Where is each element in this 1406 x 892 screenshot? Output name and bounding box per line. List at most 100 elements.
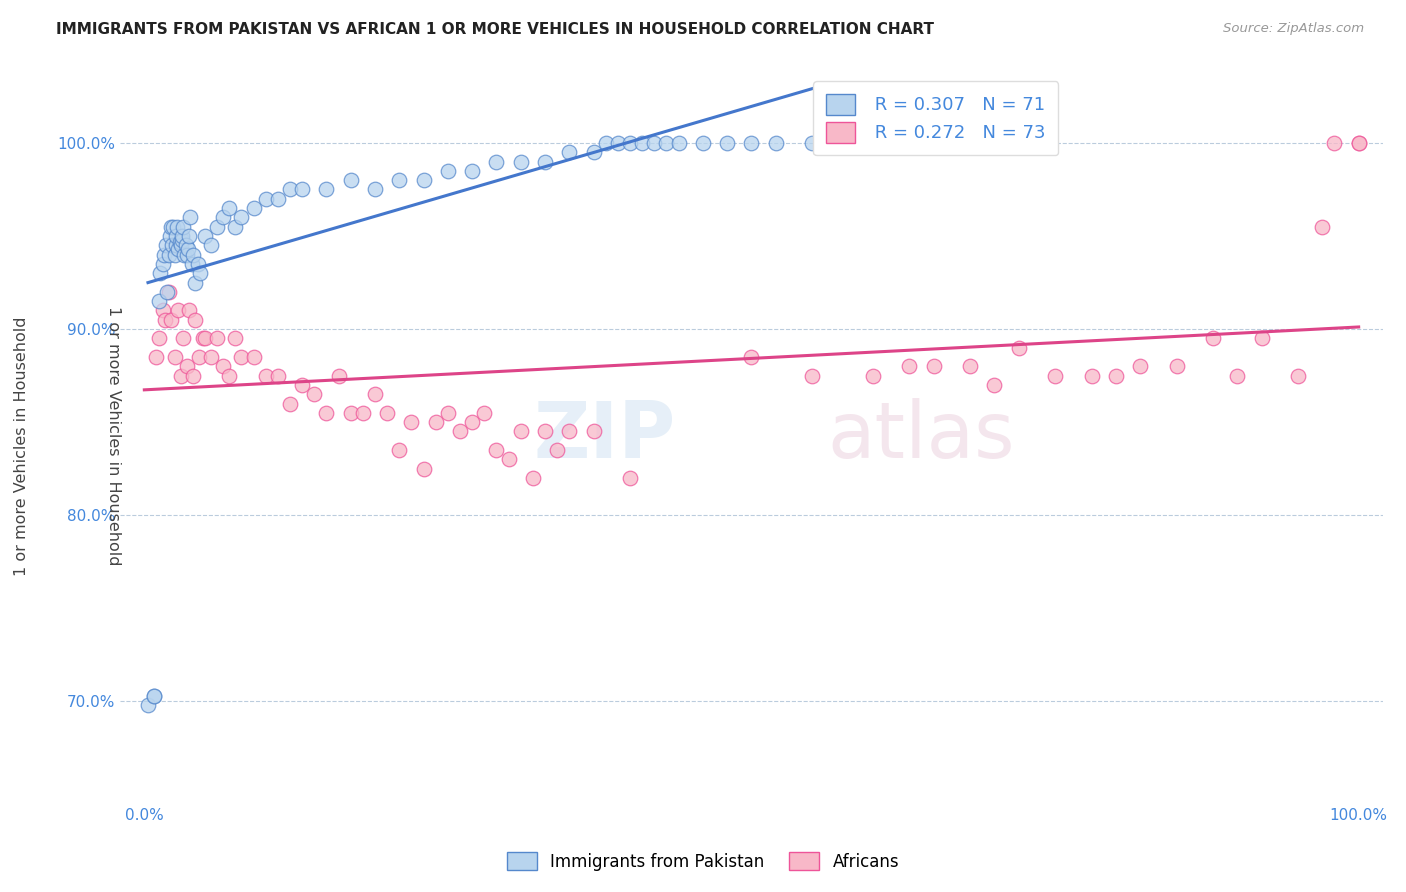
Point xyxy=(328,368,350,383)
Legend: Immigrants from Pakistan, Africans: Immigrants from Pakistan, Africans xyxy=(498,844,908,880)
Point xyxy=(558,145,581,160)
Point xyxy=(364,182,387,196)
Point xyxy=(181,247,204,261)
Point xyxy=(160,312,183,326)
Point xyxy=(922,359,945,374)
Point xyxy=(187,257,209,271)
Point xyxy=(174,238,197,252)
Point xyxy=(1043,368,1066,383)
Point xyxy=(224,219,246,234)
Text: ZIP: ZIP xyxy=(533,398,676,474)
Point xyxy=(162,238,184,252)
Point xyxy=(172,219,194,234)
Text: atlas: atlas xyxy=(827,398,1015,474)
Point xyxy=(224,331,246,345)
Point xyxy=(339,406,361,420)
Point xyxy=(165,238,187,252)
Point xyxy=(170,233,193,247)
Point xyxy=(169,235,191,249)
Point xyxy=(242,201,264,215)
Point xyxy=(1129,359,1152,374)
Point xyxy=(375,406,398,420)
Point xyxy=(188,350,211,364)
Point xyxy=(449,425,471,439)
Point xyxy=(200,238,222,252)
Point xyxy=(534,425,557,439)
Point xyxy=(498,452,520,467)
Point xyxy=(606,136,628,150)
Point xyxy=(153,312,176,326)
Point xyxy=(231,350,253,364)
Point xyxy=(177,242,200,256)
Point xyxy=(1323,136,1346,150)
Point xyxy=(1105,368,1128,383)
Text: 1 or more Vehicles in Household: 1 or more Vehicles in Household xyxy=(14,317,28,575)
Legend:  R = 0.307   N = 71,  R = 0.272   N = 73: R = 0.307 N = 71, R = 0.272 N = 73 xyxy=(813,81,1059,155)
Point xyxy=(558,425,581,439)
Point xyxy=(862,368,884,383)
Point xyxy=(194,229,217,244)
Y-axis label: 1 or more Vehicles in Household: 1 or more Vehicles in Household xyxy=(105,306,121,566)
Point xyxy=(165,229,187,244)
Point xyxy=(461,164,484,178)
Point xyxy=(898,359,921,374)
Point xyxy=(145,350,167,364)
Point xyxy=(267,368,290,383)
Text: IMMIGRANTS FROM PAKISTAN VS AFRICAN 1 OR MORE VEHICLES IN HOUSEHOLD CORRELATION : IMMIGRANTS FROM PAKISTAN VS AFRICAN 1 OR… xyxy=(56,22,934,37)
Point xyxy=(143,689,166,703)
Point xyxy=(534,154,557,169)
Point xyxy=(461,415,484,429)
Point xyxy=(159,229,181,244)
Point xyxy=(522,471,544,485)
Point xyxy=(181,368,204,383)
Point xyxy=(205,219,228,234)
Point xyxy=(716,136,738,150)
Point xyxy=(315,182,337,196)
Point xyxy=(315,406,337,420)
Point xyxy=(152,247,174,261)
Point xyxy=(152,303,174,318)
Point xyxy=(765,136,787,150)
Point xyxy=(692,136,714,150)
Point xyxy=(184,312,207,326)
Point xyxy=(163,350,186,364)
Point xyxy=(740,350,762,364)
Point xyxy=(304,387,326,401)
Point xyxy=(148,294,170,309)
Point xyxy=(136,698,159,712)
Point xyxy=(619,471,641,485)
Point xyxy=(194,331,217,345)
Point xyxy=(388,173,411,187)
Point xyxy=(412,173,434,187)
Point xyxy=(425,415,447,429)
Point xyxy=(180,257,202,271)
Point xyxy=(143,689,166,703)
Point xyxy=(218,368,240,383)
Point xyxy=(212,211,235,225)
Point xyxy=(218,201,240,215)
Point xyxy=(267,192,290,206)
Point xyxy=(167,303,190,318)
Point xyxy=(364,387,387,401)
Point xyxy=(291,377,314,392)
Point xyxy=(546,443,568,458)
Point xyxy=(167,242,190,256)
Point xyxy=(191,331,214,345)
Point xyxy=(1286,368,1309,383)
Text: Source: ZipAtlas.com: Source: ZipAtlas.com xyxy=(1223,22,1364,36)
Point xyxy=(278,396,301,410)
Point xyxy=(231,211,253,225)
Point xyxy=(1008,341,1031,355)
Point xyxy=(619,136,641,150)
Point xyxy=(655,136,678,150)
Point xyxy=(148,331,170,345)
Point xyxy=(163,247,186,261)
Point xyxy=(184,276,207,290)
Point xyxy=(157,285,180,299)
Point xyxy=(412,461,434,475)
Point xyxy=(291,182,314,196)
Point xyxy=(801,368,824,383)
Point xyxy=(254,368,277,383)
Point xyxy=(176,247,198,261)
Point xyxy=(339,173,361,187)
